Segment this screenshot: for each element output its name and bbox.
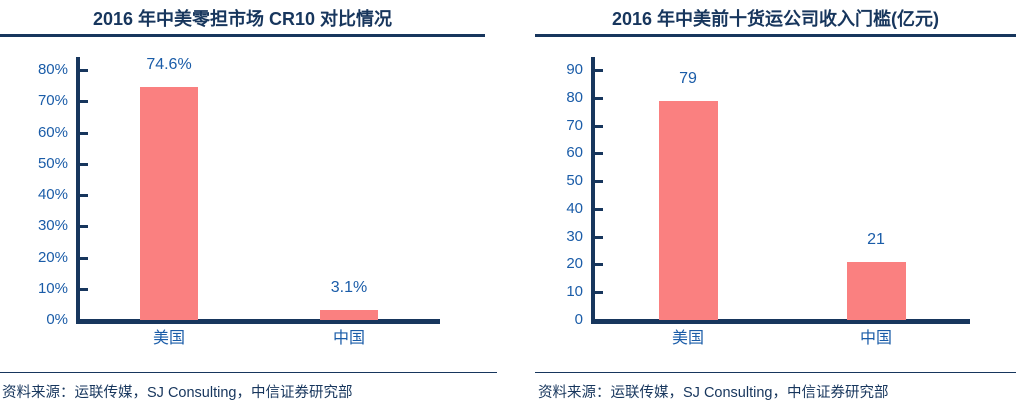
y-tick-label: 50 — [566, 172, 583, 190]
y-tick-label: 70 — [566, 116, 583, 134]
bar — [658, 100, 718, 320]
source-note: 资料来源：运联传媒，SJ Consulting，中信证券研究部 — [538, 385, 889, 401]
x-axis-line — [76, 319, 440, 324]
plot-area: 0% 10% 20% 30% 40% 50% 60% 70% 80% 74.6% 美国 3.1% 中国 — [37, 55, 440, 347]
y-tick-label: 50% — [37, 154, 68, 172]
y-axis-tick — [80, 100, 88, 104]
y-axis-tick — [80, 162, 88, 166]
y-axis-line — [591, 57, 595, 324]
y-tick-label: 30 — [566, 227, 583, 245]
source-note: 资料来源：运联传媒，SJ Consulting，中信证券研究部 — [2, 385, 353, 401]
y-tick-label: 10% — [37, 279, 68, 297]
y-axis-tick — [595, 124, 603, 128]
source-divider-line — [535, 372, 1016, 373]
y-tick-label: 80 — [566, 88, 583, 106]
chart-panel-revenue-threshold: 2016 年中美前十货运公司收入门槛(亿元) 0 10 20 30 40 50 60 70 80… — [535, 0, 1016, 406]
y-axis-tick — [595, 263, 603, 267]
x-axis-line — [591, 319, 970, 324]
y-axis-tick — [80, 69, 88, 72]
bar-value-label: 3.1% — [330, 279, 368, 297]
y-axis-tick — [595, 69, 603, 72]
title-underline — [0, 34, 485, 37]
y-axis-tick — [595, 235, 603, 239]
source-divider-line — [0, 372, 497, 373]
y-tick-label: 70% — [37, 92, 68, 110]
chart-title: 2016 年中美前十货运公司收入门槛(亿元) — [611, 9, 940, 29]
y-tick-label: 30% — [37, 217, 68, 235]
y-axis-tick — [80, 319, 88, 322]
y-axis-tick — [595, 180, 603, 184]
y-tick-label: 40% — [37, 186, 68, 203]
category-label: 美国 — [152, 330, 185, 347]
y-axis-tick — [80, 194, 88, 197]
chart-title: 2016 年中美零担市场 CR10 对比情况 — [92, 9, 393, 29]
plot-area: 0 10 20 30 40 50 60 70 80 90 79 美国 21 中国 — [535, 0, 1016, 406]
y-tick-label: 80% — [37, 61, 68, 78]
bar — [140, 86, 198, 320]
y-axis-tick — [595, 207, 603, 211]
y-axis-tick — [595, 96, 603, 100]
bar — [846, 261, 906, 320]
category-label: 中国 — [332, 330, 365, 347]
y-tick-label: 40 — [566, 199, 583, 217]
y-tick-label: 20% — [37, 248, 68, 266]
y-tick-label: 90 — [566, 61, 583, 78]
category-label: 中国 — [859, 330, 892, 347]
y-axis-tick — [595, 291, 603, 295]
y-axis-line — [76, 57, 80, 324]
chart-panel-ltl-cr10: 2016 年中美零担市场 CR10 对比情况 0% 10% 20% 30% 40% 50%… — [0, 9, 497, 401]
y-tick-label: 60% — [37, 123, 68, 141]
y-tick-label: 0% — [46, 311, 68, 328]
y-tick-label: 10 — [566, 283, 583, 301]
bar-value-label: 21 — [867, 230, 885, 248]
bar-value-label: 74.6% — [146, 55, 192, 73]
category-label: 美国 — [671, 330, 704, 347]
y-axis-tick — [80, 225, 88, 229]
y-tick-label: 60 — [566, 144, 583, 162]
y-axis-tick — [595, 319, 603, 322]
y-axis-tick — [80, 287, 88, 291]
y-axis-tick — [595, 152, 603, 156]
y-axis-tick — [80, 131, 88, 135]
y-axis-tick — [80, 256, 88, 260]
y-tick-label: 20 — [566, 255, 583, 273]
bar-value-label: 79 — [679, 69, 697, 87]
y-tick-label: 0 — [574, 311, 583, 328]
bar — [320, 310, 378, 320]
title-underline — [535, 34, 1016, 37]
